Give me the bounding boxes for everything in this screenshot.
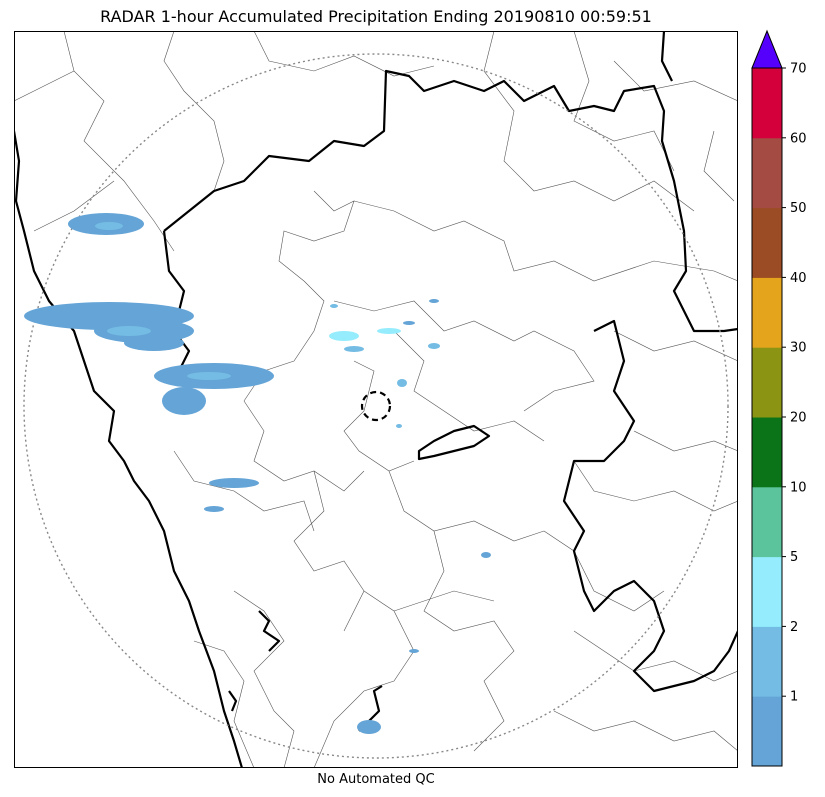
colorbar-segment bbox=[752, 347, 782, 418]
colorbar-segment bbox=[752, 556, 782, 627]
colorbar-segment bbox=[752, 626, 782, 697]
precipitation-colorbar: 1 2 5 10 20 30 40 50 60 70 bbox=[751, 29, 807, 767]
district-boundaries bbox=[14, 31, 738, 768]
colorbar-tick-label: 1 bbox=[790, 690, 798, 705]
colorbar-tick-label: 60 bbox=[790, 131, 807, 146]
colorbar-tick-label: 50 bbox=[790, 201, 807, 216]
colorbar-segment bbox=[752, 137, 782, 209]
colorbar-segment bbox=[752, 417, 782, 488]
state-boundaries bbox=[14, 31, 738, 768]
precipitation-echoes bbox=[24, 213, 491, 734]
colorbar-segment bbox=[752, 68, 782, 139]
colorbar-tick-label: 20 bbox=[790, 411, 807, 426]
colorbar-tick-label: 2 bbox=[790, 620, 798, 635]
colorbar-tick-label: 70 bbox=[790, 62, 807, 77]
colorbar-tick-label: 40 bbox=[790, 271, 807, 286]
colorbar-segment bbox=[752, 696, 782, 767]
colorbar-tick-label: 30 bbox=[790, 341, 807, 356]
radar-range-ring bbox=[23, 53, 729, 759]
colorbar-extend-arrow bbox=[751, 29, 783, 69]
colorbar-tick-label: 10 bbox=[790, 480, 807, 495]
qc-note: No Automated QC bbox=[317, 772, 435, 787]
radar-site-marker bbox=[360, 390, 392, 422]
map-title: RADAR 1-hour Accumulated Precipitation E… bbox=[100, 7, 652, 26]
radar-map bbox=[14, 31, 738, 768]
colorbar-segment bbox=[752, 207, 782, 278]
colorbar-segment bbox=[752, 486, 782, 558]
colorbar-segment bbox=[752, 277, 782, 348]
colorbar-tick-label: 5 bbox=[790, 550, 798, 565]
